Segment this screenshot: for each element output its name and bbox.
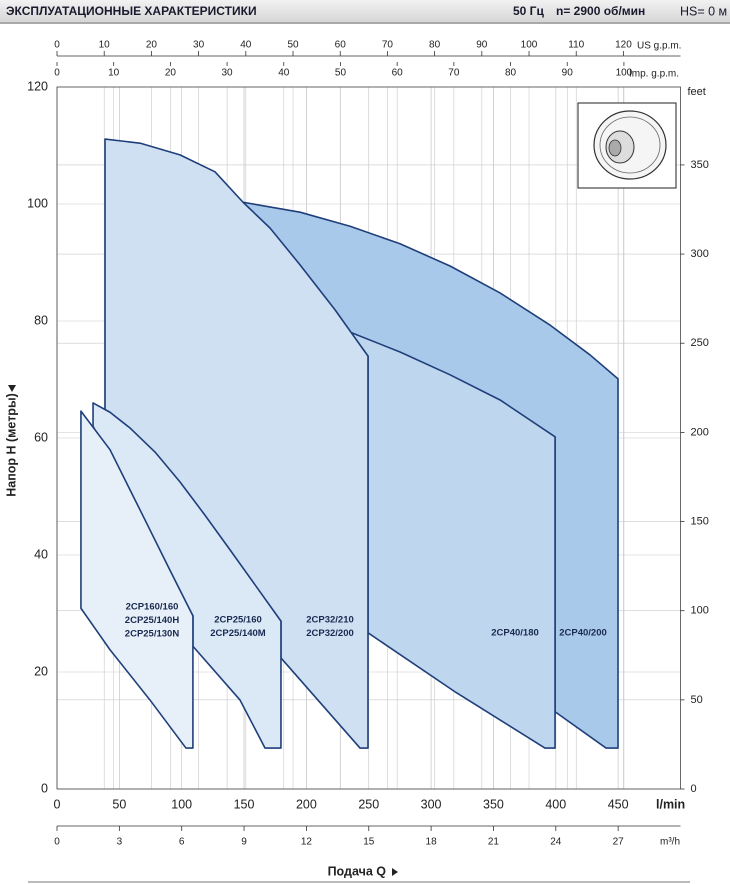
y-tick-label: 20: [34, 664, 48, 678]
x-arrow: [392, 868, 398, 876]
region-label: 2CP25/160: [214, 615, 262, 626]
region-label: 2CP25/130N: [125, 629, 180, 640]
imp-gpm-tick-label: 30: [222, 68, 234, 79]
suction: HS= 0 м: [680, 4, 727, 18]
plot: 2CP40/200 2CP40/180 2CP32/210 2CP32/200 2CP2…: [4, 40, 709, 879]
x-title: Подача Q: [328, 864, 387, 878]
y2-tick-label: 250: [691, 337, 709, 349]
x-tick-label: 150: [234, 797, 255, 811]
y-tick-label: 60: [34, 430, 48, 444]
m3h-tick-label: 9: [241, 837, 247, 848]
us-gpm-tick-label: 70: [382, 40, 394, 51]
us-gpm-tick-label: 120: [615, 40, 632, 51]
m3h-tick-label: 15: [363, 837, 375, 848]
region-label: 2CP32/200: [306, 628, 354, 639]
m3h-tick-label: 24: [550, 837, 562, 848]
imp-gpm-tick-label: 70: [448, 68, 460, 79]
region-label: 2CP32/210: [306, 615, 354, 626]
us-gpm-tick-label: 60: [335, 40, 347, 51]
region-label: 2CP25/140H: [125, 615, 180, 626]
m3h-tick-label: 6: [179, 837, 185, 848]
x-tick-label: 450: [608, 797, 629, 811]
us-gpm-label: US g.p.m.: [637, 41, 681, 52]
x-tick-label: 250: [358, 797, 379, 811]
imp-gpm-label: Imp. g.p.m.: [629, 69, 679, 80]
us-gpm-tick-label: 110: [568, 40, 584, 51]
x-label: l/min: [656, 797, 685, 811]
y-tick-label: 80: [34, 313, 48, 327]
impeller-picture: [577, 102, 677, 189]
y2-tick-label: 0: [691, 783, 697, 795]
m3h-tick-label: 18: [426, 837, 438, 848]
frequency: 50 Гц: [513, 4, 544, 18]
region: [80, 410, 194, 749]
us-gpm-tick-label: 90: [476, 40, 488, 51]
m3h-tick-label: 21: [488, 837, 500, 848]
y-arrow: [8, 385, 16, 392]
x-tick-label: 200: [296, 797, 317, 811]
imp-gpm-tick-label: 20: [165, 68, 177, 79]
y2-label: feet: [688, 86, 706, 98]
title: ЭКСПЛУАТАЦИОННЫЕ ХАРАКТЕРИСТИКИ: [6, 4, 257, 18]
header-bar: [0, 0, 730, 22]
x-tick-label: 400: [545, 797, 566, 811]
y-label: Напор H (метры): [4, 393, 18, 497]
us-gpm-tick-label: 50: [287, 40, 299, 51]
x-tick-label: 350: [483, 797, 504, 811]
m3h-label: m³/h: [660, 837, 680, 848]
y2-tick-label: 200: [691, 426, 709, 438]
y-tick-label: 0: [41, 781, 48, 795]
y-tick-label: 120: [27, 79, 48, 93]
region-label: 2CP40/200: [559, 628, 607, 639]
y2-tick-label: 350: [691, 159, 709, 171]
y-tick-label: 40: [34, 547, 48, 561]
us-gpm-tick-label: 20: [146, 40, 158, 51]
region-label: 2CP160/160: [126, 602, 179, 613]
us-gpm-tick-label: 80: [429, 40, 441, 51]
imp-gpm-tick-label: 10: [108, 68, 120, 79]
y2-tick-label: 50: [691, 694, 703, 706]
m3h-tick-label: 3: [117, 837, 123, 848]
y2-tick-label: 300: [691, 248, 709, 260]
m3h-tick-label: 12: [301, 837, 313, 848]
plot-frame: [56, 86, 681, 790]
imp-gpm-tick-label: 0: [54, 68, 60, 79]
imp-gpm-tick-label: 100: [616, 68, 633, 79]
m3h-tick-label: 27: [613, 837, 625, 848]
speed: n= 2900 об/мин: [556, 4, 645, 18]
imp-gpm-tick-label: 40: [278, 68, 290, 79]
us-gpm-tick-label: 0: [54, 40, 60, 51]
m3h-tick-label: 0: [54, 837, 60, 848]
y2-tick-label: 150: [691, 515, 709, 527]
imp-gpm-tick-label: 90: [562, 68, 574, 79]
imp-gpm-tick-label: 80: [505, 68, 517, 79]
x-tick-label: 100: [171, 797, 192, 811]
y-tick-label: 100: [27, 196, 48, 210]
x-tick-label: 0: [54, 797, 61, 811]
imp-gpm-tick-label: 60: [392, 68, 404, 79]
y2-tick-label: 100: [691, 605, 709, 617]
x-tick-label: 300: [421, 797, 442, 811]
us-gpm-tick-label: 100: [521, 40, 538, 51]
us-gpm-tick-label: 30: [193, 40, 205, 51]
region-label: 2CP25/140M: [210, 628, 266, 639]
region-label: 2CP40/180: [491, 628, 539, 639]
us-gpm-tick-label: 10: [99, 40, 111, 51]
x-tick-label: 50: [112, 797, 126, 811]
imp-gpm-tick-label: 50: [335, 68, 347, 79]
us-gpm-tick-label: 40: [240, 40, 252, 51]
